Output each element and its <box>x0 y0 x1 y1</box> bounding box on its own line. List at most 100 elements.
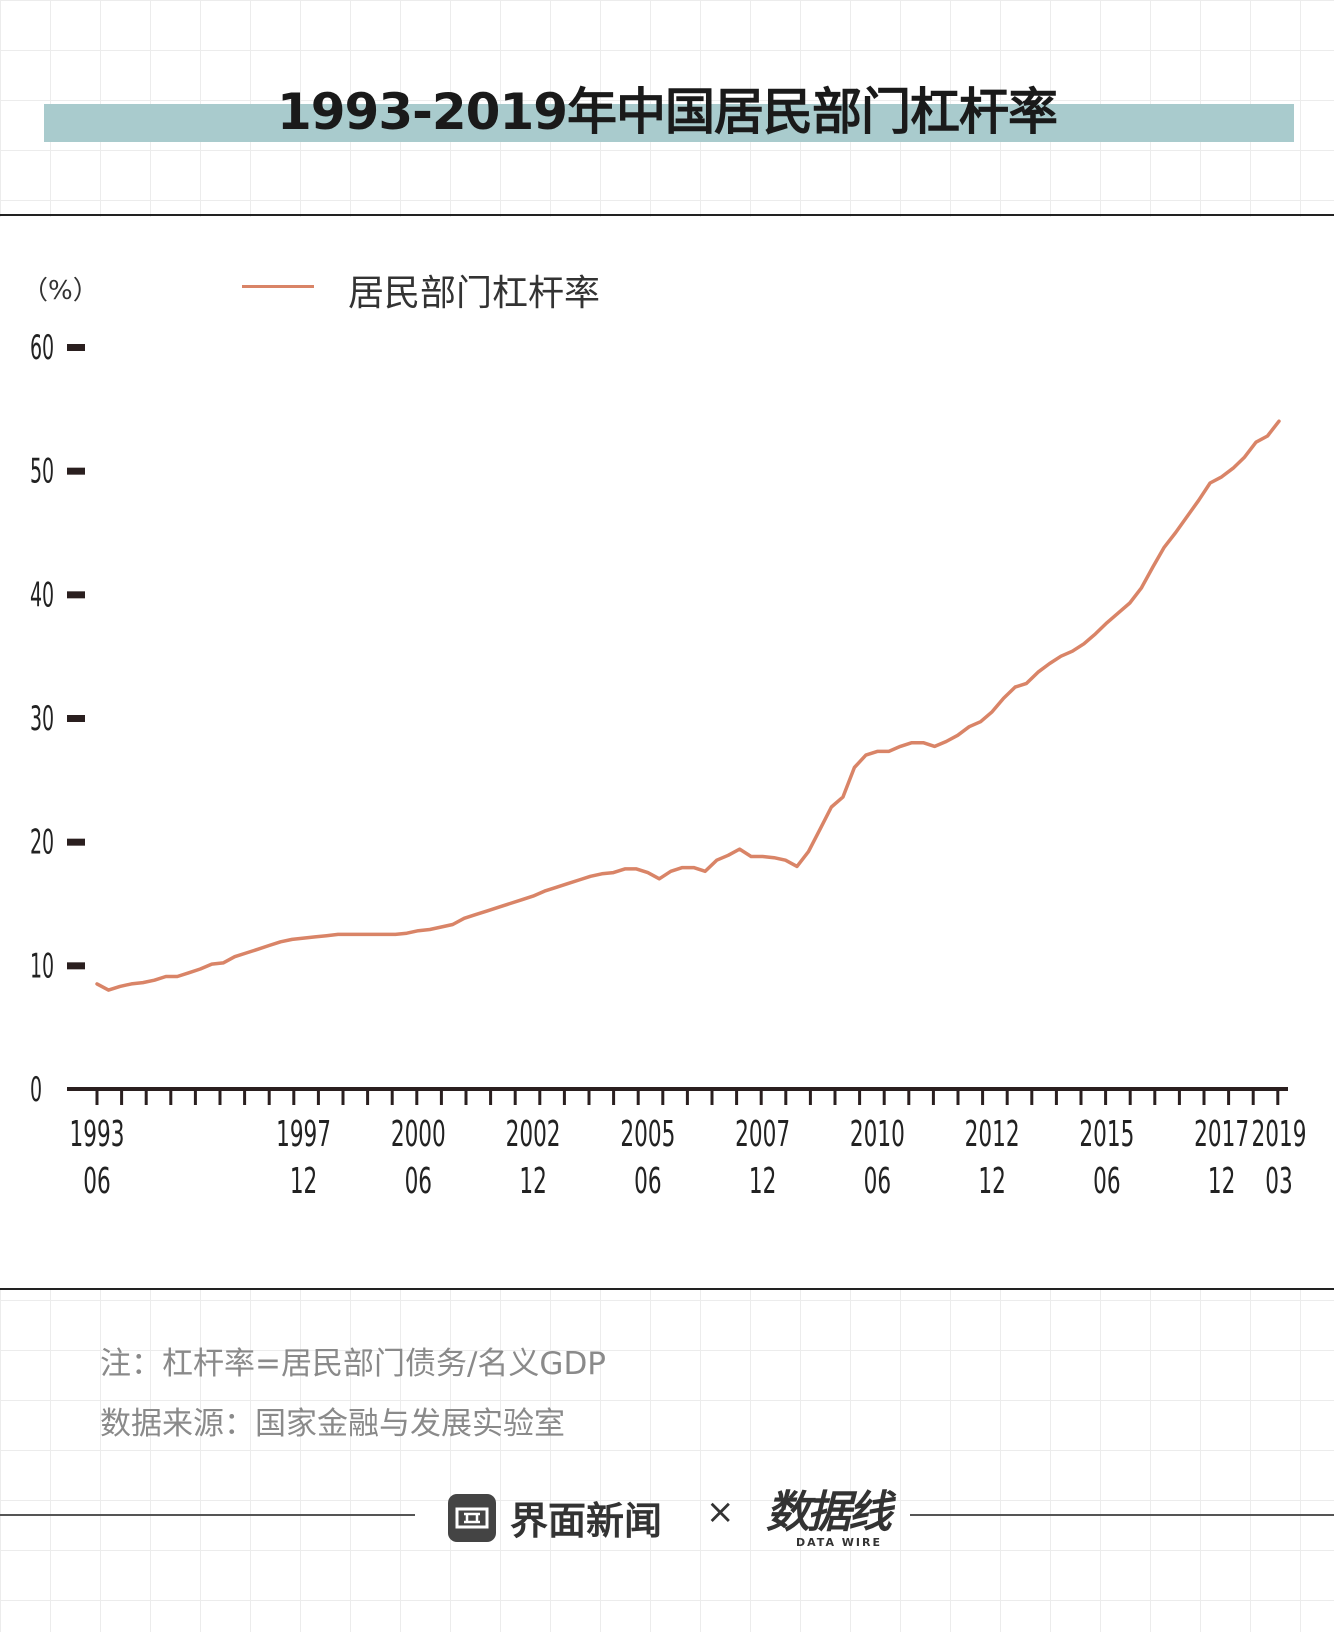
x-tick-mark <box>1153 1089 1157 1105</box>
x-tick-mark <box>415 1089 419 1105</box>
title-band <box>44 104 1294 142</box>
x-axis-line <box>67 1087 1288 1091</box>
x-tick-mark <box>1202 1089 1206 1105</box>
x-tick-mark <box>218 1089 222 1105</box>
x-tick-mark <box>907 1089 911 1105</box>
x-tick-label-month: 12 <box>290 1159 317 1201</box>
x-tick-mark <box>292 1089 296 1105</box>
x-tick-mark <box>513 1089 517 1105</box>
x-tick-mark <box>784 1089 788 1105</box>
x-tick-label-month: 12 <box>519 1159 546 1201</box>
x-tick-mark <box>882 1089 886 1105</box>
x-tick-mark <box>341 1089 345 1105</box>
x-tick-mark <box>661 1089 665 1105</box>
x-tick-mark <box>1079 1089 1083 1105</box>
series-layer <box>95 419 1281 992</box>
y-tick-mark <box>67 838 85 846</box>
x-tick-label-month: 12 <box>749 1159 776 1201</box>
x-tick-label-month: 12 <box>1208 1159 1235 1201</box>
data-wire-logo: 数据线 DATA WIRE <box>766 1476 896 1549</box>
x-tick-mark <box>931 1089 935 1105</box>
x-tick-mark <box>759 1089 763 1105</box>
x-tick-label-year: 2012 <box>965 1112 1020 1154</box>
x-tick-mark <box>981 1089 985 1105</box>
data-wire-logo-text: 数据线 <box>766 1487 892 1538</box>
x-tick-mark <box>439 1089 443 1105</box>
legend-label: 居民部门杠杆率 <box>348 273 601 314</box>
x-tick-mark <box>193 1089 197 1105</box>
x-tick-mark <box>95 1089 99 1105</box>
data-wire-logo-sub: DATA WIRE <box>796 1536 882 1549</box>
y-tick-label: 0 <box>30 1070 42 1110</box>
x-tick-label-year: 2017 <box>1194 1112 1249 1154</box>
y-tick-label: 10 <box>30 946 54 986</box>
x-tick-mark <box>710 1089 714 1105</box>
x-tick-mark <box>1005 1089 1009 1105</box>
brand-jiemian: 界面新闻 <box>448 1490 662 1545</box>
y-tick-mark <box>67 467 85 475</box>
x-tick-label-year: 2019 <box>1252 1112 1307 1154</box>
y-tick-mark <box>67 344 85 351</box>
note-definition: 注：杠杆率=居民部门债务/名义GDP <box>100 1346 607 1382</box>
x-tick-mark <box>489 1089 493 1105</box>
x-tick-label-month: 06 <box>1093 1159 1120 1201</box>
x-tick-mark <box>956 1089 960 1105</box>
y-axis: 0 10 20 30 40 50 60 <box>30 328 85 1110</box>
x-tick-mark <box>1054 1089 1058 1105</box>
y-tick-label: 20 <box>30 822 54 862</box>
y-tick-label: 50 <box>30 451 54 491</box>
y-tick-label: 40 <box>30 575 54 615</box>
x-tick-label-year: 1993 <box>70 1112 125 1154</box>
y-tick-mark <box>67 591 85 599</box>
x-tick-label-month: 06 <box>83 1159 110 1201</box>
x-tick-label-month: 06 <box>634 1159 661 1201</box>
series-line <box>95 419 1281 992</box>
x-tick-mark <box>685 1089 689 1105</box>
x-tick-label-year: 2005 <box>620 1112 675 1154</box>
x-tick-label-year: 2010 <box>850 1112 905 1154</box>
x-tick-mark <box>1177 1089 1181 1105</box>
x-tick-label-year: 2015 <box>1079 1112 1134 1154</box>
x-tick-label-year: 1997 <box>276 1112 331 1154</box>
jiemian-logo-icon <box>448 1493 496 1542</box>
footer-line-left <box>0 1514 415 1516</box>
x-tick-mark <box>1128 1089 1132 1105</box>
x-tick-label-month: 12 <box>978 1159 1005 1201</box>
x-tick-mark <box>735 1089 739 1105</box>
x-tick-label-year: 2007 <box>735 1112 790 1154</box>
x-tick-mark <box>1227 1089 1231 1105</box>
legend-swatch <box>242 285 314 288</box>
x-tick-mark <box>808 1089 812 1105</box>
x-tick-mark <box>169 1089 173 1105</box>
x-tick-label-month: 06 <box>864 1159 891 1201</box>
top-divider <box>0 214 1334 216</box>
x-tick-mark <box>636 1089 640 1105</box>
x-tick-mark <box>1030 1089 1034 1105</box>
x-tick-mark <box>366 1089 370 1105</box>
x-tick-mark <box>1104 1089 1108 1105</box>
brand-separator: × <box>706 1492 735 1532</box>
x-tick-mark <box>144 1089 148 1105</box>
y-axis-unit: （%） <box>22 276 99 306</box>
x-tick-mark <box>316 1089 320 1105</box>
x-tick-mark <box>390 1089 394 1105</box>
y-tick-mark <box>67 962 85 970</box>
note-source: 数据来源：国家金融与发展实验室 <box>100 1406 565 1442</box>
x-tick-mark <box>243 1089 247 1105</box>
x-tick-mark <box>587 1089 591 1105</box>
x-tick-mark <box>120 1089 124 1105</box>
x-tick-mark <box>562 1089 566 1105</box>
x-tick-mark <box>858 1089 862 1105</box>
y-tick-label: 30 <box>30 699 54 739</box>
x-tick-label-month: 03 <box>1265 1159 1292 1201</box>
y-tick-label: 60 <box>30 328 54 368</box>
x-tick-mark <box>464 1089 468 1105</box>
x-tick-mark <box>267 1089 271 1105</box>
x-tick-mark <box>538 1089 542 1105</box>
x-tick-label-year: 2002 <box>506 1112 561 1154</box>
x-tick-mark <box>1251 1089 1255 1105</box>
chart-title: 1993-2019年中国居民部门杠杆率 <box>276 83 1058 141</box>
x-tick-mark <box>1276 1089 1280 1105</box>
x-tick-label-month: 06 <box>405 1159 432 1201</box>
